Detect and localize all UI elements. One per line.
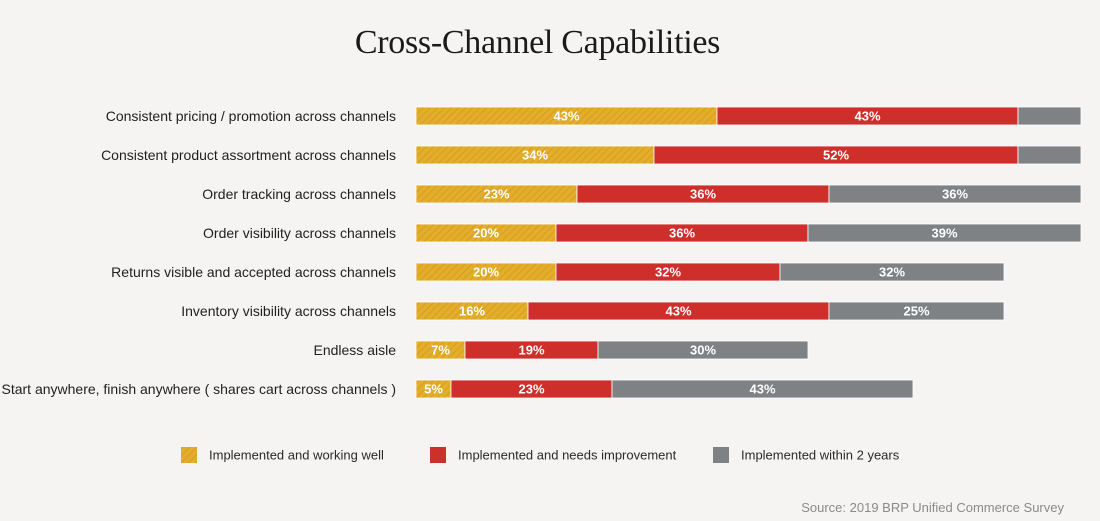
bar-segment-3 — [779, 262, 1005, 282]
legend-swatch-3 — [713, 447, 729, 463]
bar-value-label: 23% — [483, 187, 509, 202]
bar-value-label: 52% — [823, 148, 849, 163]
bar-value-label: 43% — [553, 109, 579, 124]
category-label: Returns visible and accepted across chan… — [111, 264, 396, 280]
bar-value-label: 20% — [473, 265, 499, 280]
bar-segment-3 — [1017, 106, 1082, 126]
bar-value-label: 39% — [931, 226, 957, 241]
bar-value-label: 43% — [854, 109, 880, 124]
bar-segment-3 — [1017, 145, 1082, 165]
category-label: Inventory visibility across channels — [181, 303, 396, 319]
bar-value-label: 34% — [522, 148, 548, 163]
bar-segment-3 — [828, 184, 1082, 204]
bar-value-label: 32% — [655, 265, 681, 280]
bar-value-label: 30% — [690, 343, 716, 358]
bar-segment-3 — [611, 379, 914, 399]
chart-title: Cross-Channel Capabilities — [354, 24, 721, 61]
category-label: Start anywhere, finish anywhere ( shares… — [1, 381, 396, 397]
bar-value-label: 36% — [669, 226, 695, 241]
bar-value-label: 5% — [424, 382, 443, 397]
legend-swatch-2 — [430, 447, 446, 463]
bar-value-label: 32% — [879, 265, 905, 280]
bar-value-label: 16% — [459, 304, 485, 319]
bar-value-label: 19% — [518, 343, 544, 358]
bar-value-label: 36% — [690, 187, 716, 202]
legend: Implemented and working well Implemented … — [181, 447, 900, 463]
bar-value-label: 43% — [749, 382, 775, 397]
plot-area: Consistent pricing / promotion across ch… — [1, 106, 1082, 399]
bar-segment-3 — [828, 301, 1005, 321]
bar-value-label: 23% — [518, 382, 544, 397]
category-label: Order visibility across channels — [203, 225, 396, 241]
legend-label-3: Implemented within 2 years — [741, 448, 900, 463]
legend-label-2: Implemented and needs improvement — [458, 448, 677, 463]
bar-segment-3 — [807, 223, 1082, 243]
category-label: Consistent pricing / promotion across ch… — [106, 108, 396, 124]
bar-value-label: 7% — [431, 343, 450, 358]
source-note: Source: 2019 BRP Unified Commerce Survey — [801, 500, 1064, 515]
legend-label-1: Implemented and working well — [209, 448, 384, 463]
bar-value-label: 43% — [665, 304, 691, 319]
bar-value-label: 25% — [903, 304, 929, 319]
legend-swatch-1 — [181, 447, 197, 463]
bar-value-label: 36% — [942, 187, 968, 202]
bar-value-label: 20% — [473, 226, 499, 241]
category-label: Order tracking across channels — [202, 186, 396, 202]
category-label: Consistent product assortment across cha… — [101, 147, 396, 163]
bar-segment-3 — [597, 340, 809, 360]
category-label: Endless aisle — [314, 342, 397, 358]
